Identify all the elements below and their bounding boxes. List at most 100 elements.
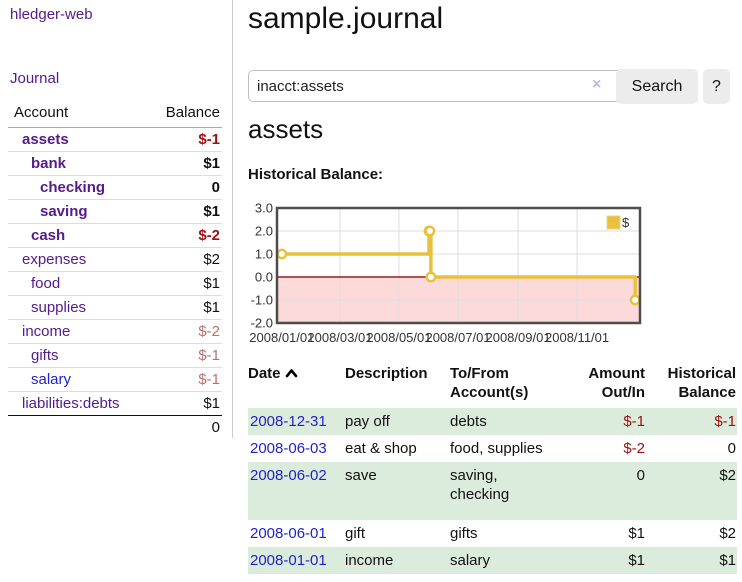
transaction-description: eat & shop — [345, 440, 417, 457]
account-link-saving[interactable]: saving — [40, 202, 88, 220]
chart-data-point — [424, 225, 436, 237]
chart-x-axis-label: 2008/09/01 — [485, 330, 550, 345]
chart-x-axis-label: 2008/07/01 — [425, 330, 490, 345]
transaction-description: income — [345, 547, 450, 574]
sidebar: hledger-web Journal Account Balance asse… — [0, 0, 233, 438]
account-row: assets $-1 — [8, 127, 222, 151]
clear-search-icon[interactable]: × — [592, 76, 602, 93]
chart-border — [275, 206, 642, 325]
transaction-description: pay off — [345, 408, 450, 435]
account-row: bank $1 — [8, 151, 222, 175]
balance-column-header: Balance — [145, 102, 222, 128]
sidebar-item-journal[interactable]: Journal — [10, 70, 60, 87]
transaction-balance: $2 — [719, 525, 736, 542]
account-balance: $-1 — [198, 346, 220, 364]
account-column-header: To/From Account(s) — [450, 365, 529, 401]
chart-legend-label: $ — [622, 215, 630, 230]
transaction-date-link[interactable]: 2008-06-03 — [250, 440, 327, 457]
account-link-supplies[interactable]: supplies — [31, 298, 87, 316]
sort-ascending-icon — [285, 364, 298, 383]
app-brand-link[interactable]: hledger-web — [10, 6, 93, 23]
chart-y-axis-label: 2.0 — [255, 224, 273, 239]
transaction-amount: $-2 — [623, 440, 645, 457]
chart-data-point — [629, 294, 641, 306]
chart-legend-swatch — [606, 215, 621, 230]
account-row: expenses $2 — [8, 247, 222, 271]
transaction-description: gift — [345, 525, 366, 542]
account-row: income $-2 — [8, 319, 222, 343]
transaction-date-link[interactable]: 2008-06-01 — [250, 525, 327, 542]
historical-balance-chart: $3.0 2.0 1.0 0.0 -1.0 -2.0 2008/01/01 2008/03/0… — [248, 196, 742, 348]
search-input[interactable] — [248, 70, 630, 102]
accounts-total-row: 0 — [8, 415, 222, 439]
chart-y-axis-label: 3.0 — [255, 201, 273, 216]
account-row: checking 0 — [8, 175, 222, 199]
transaction-amount: $1 — [560, 547, 646, 574]
transaction-accounts: salary — [450, 547, 560, 574]
chart-x-axis-label: 2008/05/01 — [366, 330, 431, 345]
register-row: 2008-06-02 save saving, checking 0 $2 — [248, 462, 737, 520]
account-link-checking[interactable]: checking — [40, 178, 106, 196]
chart-heading: Historical Balance: — [248, 166, 384, 183]
account-balance: $1 — [203, 394, 220, 412]
accounts-table: Account Balance assets $-1 bank $1 check… — [8, 102, 222, 439]
search-button[interactable]: Search — [616, 69, 698, 104]
chart-x-axis-label: 2008/11/01 — [545, 330, 609, 345]
transaction-accounts: debts — [450, 408, 560, 435]
account-balance: $1 — [203, 274, 220, 292]
chart-y-axis-label: 0.0 — [255, 270, 273, 285]
chart-data-point — [425, 271, 437, 283]
transaction-date-link[interactable]: 2008-01-01 — [250, 552, 327, 569]
chart-canvas: $3.0 2.0 1.0 0.0 -1.0 -2.02008/01/012008/03/0… — [249, 201, 642, 345]
transaction-date-link[interactable]: 2008-06-02 — [250, 467, 327, 484]
account-column-header: Account — [8, 102, 146, 128]
transaction-accounts: food, supplies — [450, 440, 543, 457]
balance-column-header: Historical Balance — [667, 365, 736, 401]
help-button[interactable]: ? — [703, 69, 730, 104]
account-link-assets[interactable]: assets — [22, 130, 69, 148]
transaction-amount: $-1 — [560, 408, 646, 435]
chart-x-axis-label: 2008/03/01 — [307, 330, 372, 345]
register-header-row: Date Description To/From Account(s) Amou… — [248, 362, 737, 408]
account-link-bank[interactable]: bank — [31, 154, 67, 172]
accounts-table-header: Account Balance — [8, 102, 222, 128]
account-row: saving $1 — [8, 199, 222, 223]
transaction-date-link[interactable]: 2008-12-31 — [250, 413, 327, 430]
account-link-food[interactable]: food — [31, 274, 61, 292]
transaction-amount: 0 — [560, 462, 646, 520]
accounts-total-value: 0 — [211, 418, 220, 436]
transaction-accounts: gifts — [450, 525, 478, 542]
transaction-description: save — [345, 462, 450, 520]
account-row: cash $-2 — [8, 223, 222, 247]
register-table: Date Description To/From Account(s) Amou… — [248, 362, 737, 574]
transaction-balance: $2 — [646, 462, 737, 520]
account-balance: $-1 — [198, 130, 220, 148]
amount-column-header: Amount Out/In — [588, 365, 645, 401]
account-link-salary[interactable]: salary — [31, 370, 72, 388]
account-link-liabilities-debts[interactable]: liabilities:debts — [22, 394, 120, 412]
page-title: sample.journal — [248, 2, 444, 35]
transaction-amount: $1 — [628, 525, 645, 542]
account-row: food $1 — [8, 271, 222, 295]
transaction-accounts: saving, checking — [450, 462, 560, 520]
date-column-header[interactable]: Date — [248, 362, 345, 408]
account-link-expenses[interactable]: expenses — [22, 250, 87, 268]
account-balance: $-1 — [198, 370, 220, 388]
account-balance: $-2 — [198, 322, 220, 340]
transaction-balance: $1 — [646, 547, 737, 574]
chart-data-point — [276, 248, 288, 260]
account-link-income[interactable]: income — [22, 322, 71, 340]
register-row: 2008-06-01 gift gifts $1 $2 — [248, 520, 737, 547]
register-row: 2008-01-01 income salary $1 $1 — [248, 547, 737, 574]
account-balance: 0 — [211, 178, 220, 196]
account-link-gifts[interactable]: gifts — [31, 346, 59, 364]
chart-y-axis-label: -2.0 — [251, 316, 273, 331]
account-balance: $-2 — [198, 226, 220, 244]
account-link-cash[interactable]: cash — [31, 226, 66, 244]
register-row: 2008-06-03 eat & shop food, supplies $-2… — [248, 435, 737, 462]
transaction-balance: 0 — [727, 440, 736, 457]
account-balance: $1 — [203, 202, 220, 220]
account-balance: $2 — [203, 250, 220, 268]
transaction-balance: $-1 — [646, 408, 737, 435]
chart-x-axis-label: 2008/01/01 — [249, 330, 314, 345]
